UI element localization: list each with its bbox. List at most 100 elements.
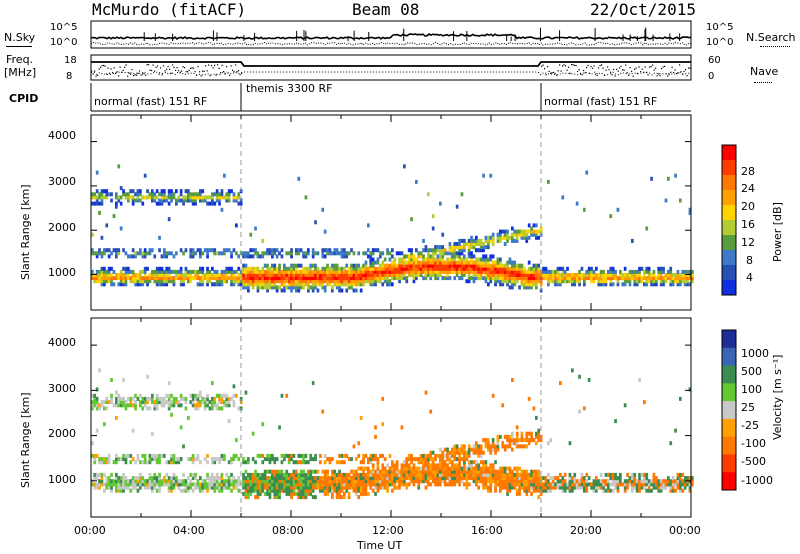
range-cell	[419, 260, 423, 265]
range-cell	[479, 266, 483, 271]
range-cell	[251, 285, 255, 290]
range-cell	[434, 463, 437, 468]
range-cell	[307, 485, 310, 490]
range-cell	[158, 453, 161, 458]
range-cell	[623, 279, 627, 284]
range-cell	[635, 269, 639, 274]
range-cell	[194, 273, 197, 277]
range-cell	[472, 450, 476, 455]
range-cell	[345, 269, 349, 274]
range-cell	[650, 479, 653, 484]
range-cell	[95, 170, 99, 175]
range-cell	[280, 393, 284, 398]
range-cell	[515, 238, 519, 243]
range-cell	[511, 377, 514, 382]
range-cell	[592, 479, 596, 484]
range-cell	[501, 485, 505, 490]
range-cell	[122, 403, 125, 408]
range-cell	[465, 450, 469, 455]
range-cell	[220, 485, 224, 490]
range-cell	[523, 472, 526, 477]
range-cell	[163, 254, 166, 259]
range-cell	[187, 488, 190, 493]
range-cell	[297, 248, 301, 253]
range-cell	[119, 282, 123, 287]
range-cell	[232, 276, 236, 281]
range-cell	[460, 444, 464, 449]
range-cell	[323, 285, 327, 290]
range-cell	[237, 488, 241, 493]
range-cell	[494, 460, 497, 465]
range-cell	[131, 479, 135, 484]
range-cell	[446, 453, 449, 458]
range-cell	[273, 266, 277, 271]
range-cell	[278, 495, 281, 500]
range-cell	[187, 457, 190, 462]
range-cell	[374, 269, 377, 274]
range-cell	[175, 276, 178, 281]
range-cell	[160, 400, 164, 405]
range-cell	[290, 476, 293, 481]
range-cell	[376, 457, 380, 462]
range-cell	[467, 279, 471, 284]
range-cell	[362, 472, 365, 477]
range-cell	[91, 269, 94, 274]
range-cell	[527, 431, 531, 436]
range-cell	[628, 482, 632, 487]
range-cell	[283, 266, 286, 271]
range-cell	[139, 273, 142, 277]
range-cell	[345, 485, 349, 490]
range-cell	[203, 400, 207, 405]
range-cell	[453, 466, 457, 471]
range-cell	[124, 453, 128, 458]
range-cell	[232, 198, 236, 203]
range-cell	[417, 469, 421, 474]
range-cell	[448, 479, 452, 484]
range-cell	[141, 406, 145, 411]
range-cell	[443, 479, 447, 484]
range-cell	[482, 248, 485, 253]
range-cell	[655, 482, 658, 487]
range-cell	[333, 479, 337, 484]
range-cell	[124, 269, 128, 274]
range-cell	[98, 403, 101, 408]
range-cell	[153, 276, 157, 281]
range-cell	[511, 479, 514, 484]
range-cell	[518, 482, 521, 487]
range-cell	[487, 238, 490, 243]
range-cell	[460, 248, 464, 253]
range-cell	[431, 214, 435, 219]
range-cell	[218, 482, 221, 487]
range-cell	[465, 279, 469, 284]
range-cell	[271, 263, 274, 268]
range-cell	[633, 276, 637, 281]
range-cell	[508, 469, 512, 474]
range-cell	[491, 242, 495, 246]
range-cell	[494, 444, 497, 449]
range-cell	[345, 282, 349, 287]
range-cell	[691, 269, 694, 274]
range-cell	[573, 282, 577, 287]
range-cell	[335, 479, 339, 484]
range-cell	[177, 269, 181, 274]
range-cell	[213, 485, 217, 490]
range-cell	[355, 457, 358, 462]
range-cell	[172, 276, 176, 281]
range-cell	[321, 279, 325, 284]
range-cell	[451, 466, 454, 471]
range-cell	[165, 273, 169, 277]
range-cell	[470, 447, 473, 452]
range-cell	[520, 479, 524, 484]
range-cell	[419, 466, 423, 471]
range-cell	[448, 257, 452, 262]
range-cell	[472, 273, 476, 277]
range-cell	[237, 266, 241, 271]
range-cell	[383, 466, 387, 471]
range-cell	[323, 453, 327, 458]
range-cell	[107, 254, 111, 259]
range-cell	[127, 482, 130, 487]
range-cell	[532, 273, 536, 277]
range-cell	[170, 457, 173, 462]
power-cb-segment	[722, 280, 736, 296]
range-cell	[359, 485, 363, 490]
